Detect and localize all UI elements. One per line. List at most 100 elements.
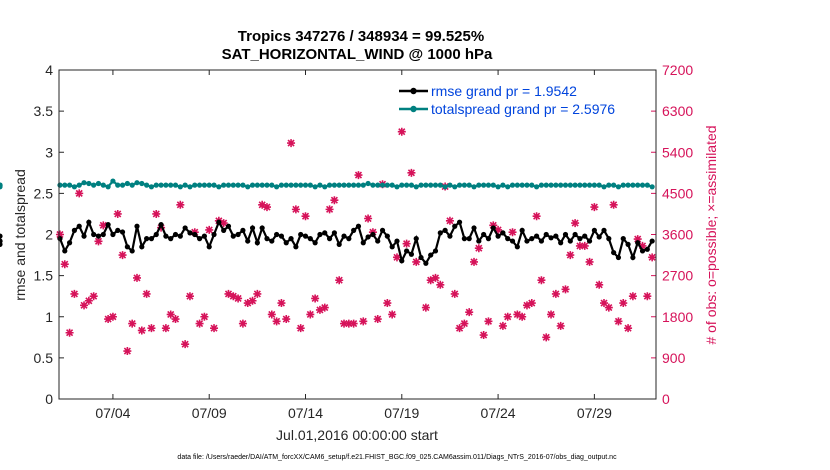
- y-right-tick-label: 7200: [662, 62, 693, 78]
- rmse-point: [144, 236, 150, 242]
- rmse-point: [375, 238, 381, 244]
- rmse-point: [264, 236, 270, 242]
- totalspread-point: [461, 182, 467, 188]
- totalspread-point: [466, 182, 472, 188]
- obs-assimilated-point: [470, 257, 479, 266]
- obs-assimilated-point: [359, 317, 368, 326]
- obs-assimilated-point: [128, 319, 137, 328]
- rmse-point: [514, 244, 520, 250]
- y-axis-left-label: rmse and totalspread: [12, 169, 28, 301]
- rmse-point: [100, 231, 106, 238]
- totalspread-point: [639, 182, 646, 188]
- rmse-point: [240, 227, 246, 233]
- obs-assimilated-point: [99, 221, 108, 230]
- rmse-point: [341, 233, 347, 239]
- rmse-point: [254, 240, 260, 246]
- totalspread-point: [481, 182, 487, 188]
- rmse-point: [163, 233, 169, 239]
- obs-assimilated-point: [195, 319, 204, 328]
- rmse-point: [389, 244, 395, 250]
- obs-assimilated-point: [513, 310, 522, 319]
- obs-assimilated-point: [311, 294, 320, 303]
- rmse-point: [404, 248, 410, 254]
- obs-assimilated-point: [229, 292, 238, 301]
- totalspread-point: [322, 184, 328, 190]
- totalspread-point: [649, 184, 655, 190]
- totalspread-point: [274, 184, 280, 190]
- totalspread-point: [606, 182, 612, 188]
- obs-assimilated-point: [234, 294, 243, 303]
- obs-assimilated-point: [648, 253, 657, 262]
- rmse-point: [365, 234, 371, 240]
- obs-assimilated-point: [628, 292, 637, 301]
- obs-assimilated-point: [89, 292, 98, 301]
- rmse-point: [211, 231, 217, 238]
- rmse-point: [201, 233, 207, 239]
- obs-assimilated-point: [494, 225, 503, 234]
- obs-assimilated-point: [282, 315, 291, 324]
- totalspread-point: [428, 182, 434, 188]
- totalspread-point: [360, 182, 366, 188]
- data-file-footnote: data file: /Users/raeder/DAI/ATM_forcXX/…: [177, 454, 617, 461]
- rmse-point: [543, 231, 549, 238]
- obs-assimilated-point: [181, 340, 190, 349]
- obs-assimilated-point: [388, 310, 397, 319]
- totalspread-point: [235, 182, 241, 188]
- obs-assimilated-point: [436, 280, 445, 289]
- totalspread-point: [331, 182, 337, 188]
- rmse-point: [572, 231, 578, 238]
- obs-assimilated-point: [118, 251, 127, 260]
- rmse-point: [606, 236, 612, 242]
- rmse-point: [110, 231, 116, 238]
- totalspread-point: [620, 182, 626, 188]
- rmse-point: [476, 238, 482, 244]
- rmse-point: [177, 233, 183, 239]
- rmse-point: [283, 240, 289, 246]
- totalspread-point: [519, 182, 525, 188]
- rmse-point: [235, 231, 241, 238]
- rmse-point: [466, 236, 472, 242]
- x-tick-label: 07/29: [577, 405, 612, 421]
- obs-assimilated-point: [383, 299, 392, 308]
- y-right-tick-label: 2700: [662, 268, 693, 284]
- totalspread-point: [408, 182, 415, 188]
- y-right-tick-label: 6300: [662, 103, 693, 119]
- legend-rmse-label: rmse grand pr = 1.9542: [431, 83, 577, 99]
- obs-assimilated-point: [84, 296, 93, 305]
- totalspread-point: [177, 184, 183, 190]
- totalspread-series: [0, 178, 655, 190]
- totalspread-point: [249, 182, 256, 188]
- obs-assimilated-point: [171, 315, 180, 324]
- totalspread-point: [442, 184, 448, 190]
- totalspread-point: [471, 184, 477, 190]
- rmse-point: [192, 231, 198, 238]
- obs-assimilated-point: [60, 260, 69, 269]
- y-right-tick-label: 900: [662, 350, 686, 366]
- totalspread-point: [216, 184, 222, 190]
- totalspread-point: [105, 184, 111, 190]
- totalspread-point: [192, 182, 198, 188]
- totalspread-point: [182, 182, 188, 188]
- rmse-point: [307, 236, 313, 242]
- totalspread-point: [124, 180, 130, 187]
- totalspread-point: [548, 182, 554, 188]
- rmse-point: [278, 233, 285, 239]
- totalspread-point: [302, 182, 309, 188]
- rmse-point: [124, 244, 130, 250]
- obs-assimilated-point: [604, 303, 613, 312]
- totalspread-point: [490, 182, 496, 188]
- y-right-tick-label: 4500: [662, 185, 693, 201]
- obs-assimilated-point: [614, 317, 623, 326]
- rmse-point: [644, 246, 650, 252]
- obs-assimilated-point: [556, 321, 565, 330]
- obs-assimilated-point: [277, 299, 286, 308]
- obs-assimilated-point: [340, 319, 349, 328]
- obs-assimilated-point: [450, 289, 459, 298]
- obs-assimilated-point: [262, 203, 271, 212]
- obs-assimilated-point: [571, 219, 580, 228]
- totalspread-point: [307, 182, 313, 188]
- rmse-point: [221, 227, 227, 233]
- totalspread-point: [0, 184, 3, 190]
- totalspread-point: [66, 182, 73, 188]
- rmse-point: [331, 230, 337, 236]
